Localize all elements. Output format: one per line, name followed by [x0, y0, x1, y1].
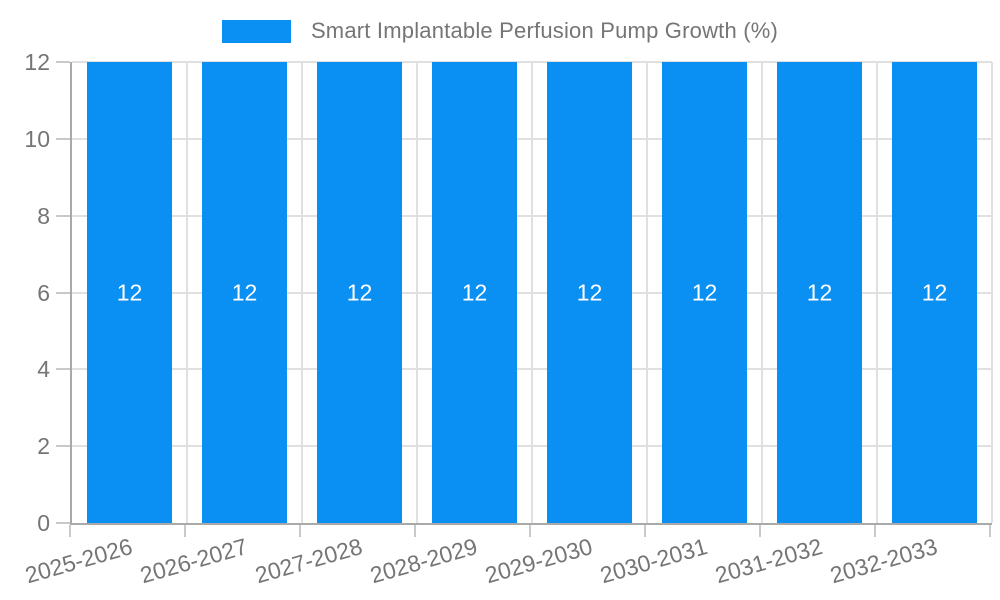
y-tick-mark	[56, 445, 70, 448]
x-tick-mark	[989, 525, 991, 537]
bar-value-label: 12	[806, 279, 833, 305]
y-tick-label: 0	[37, 510, 50, 536]
gridline-vertical	[991, 62, 993, 523]
bar: 12	[662, 62, 747, 523]
legend-item[interactable]: Smart Implantable Perfusion Pump Growth …	[221, 18, 779, 44]
gridline-vertical	[876, 62, 878, 523]
bar: 12	[87, 62, 172, 523]
plot-area: 12 12 12 12 12 12 12 12	[70, 61, 993, 525]
bar: 12	[777, 62, 862, 523]
y-tick-mark	[56, 291, 70, 294]
gridline-vertical	[416, 62, 418, 523]
bar: 12	[432, 62, 517, 523]
bar: 12	[892, 62, 977, 523]
y-tick-label: 10	[24, 125, 50, 152]
bar: 12	[547, 62, 632, 523]
bar: 12	[202, 62, 287, 523]
y-tick-label: 12	[24, 49, 50, 75]
chart-legend: Smart Implantable Perfusion Pump Growth …	[0, 18, 1000, 44]
x-tick-mark	[69, 525, 71, 537]
y-tick-label: 8	[37, 202, 50, 229]
gridline-vertical	[186, 62, 188, 523]
gridline-vertical	[301, 62, 303, 523]
y-tick-mark	[56, 368, 70, 371]
gridline-vertical	[531, 62, 533, 523]
y-tick-mark	[56, 522, 70, 524]
x-tick-mark	[759, 525, 761, 537]
bar-value-label: 12	[231, 279, 258, 305]
x-tick-mark	[414, 525, 416, 537]
bar-value-label: 12	[346, 279, 373, 305]
gridline-vertical	[646, 62, 648, 523]
y-tick-mark	[56, 137, 70, 140]
bar-value-label: 12	[921, 279, 948, 305]
gridline-vertical	[761, 62, 763, 523]
legend-swatch-icon	[221, 19, 291, 43]
bar: 12	[317, 62, 402, 523]
bar-value-label: 12	[576, 279, 603, 305]
y-tick-label: 4	[37, 356, 50, 383]
y-tick-mark	[56, 214, 70, 217]
x-tick-mark	[874, 525, 876, 537]
y-tick-label: 6	[37, 279, 50, 306]
bar-value-label: 12	[691, 279, 718, 305]
bar-value-label: 12	[116, 279, 143, 305]
x-tick-mark	[644, 525, 646, 537]
x-tick-mark	[184, 525, 186, 537]
x-tick-mark	[529, 525, 531, 537]
bar-value-label: 12	[461, 279, 488, 305]
legend-label: Smart Implantable Perfusion Pump Growth …	[310, 18, 779, 43]
x-tick-mark	[299, 525, 301, 537]
y-tick-label: 2	[37, 433, 50, 460]
y-tick-mark	[56, 61, 70, 63]
